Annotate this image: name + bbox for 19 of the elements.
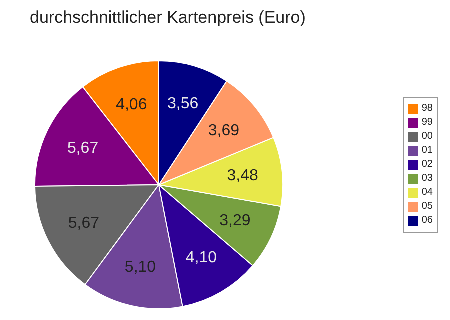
- data-label: 3,69: [208, 122, 240, 140]
- data-label: 3,56: [168, 96, 199, 113]
- legend-label: 03: [422, 172, 433, 186]
- legend-label: 06: [422, 214, 433, 228]
- legend-label: 05: [422, 200, 433, 214]
- legend-label: 98: [422, 102, 433, 116]
- data-label: 4,10: [186, 249, 218, 266]
- data-label: 3,29: [220, 212, 251, 230]
- data-label: 3,48: [227, 167, 258, 184]
- legend-label: 02: [422, 158, 433, 172]
- legend-label: 01: [422, 144, 433, 158]
- legend-label: 04: [422, 186, 433, 200]
- data-label: 5,10: [124, 258, 156, 276]
- legend-label: 00: [422, 130, 433, 144]
- data-label: 4,06: [116, 96, 148, 114]
- data-label: 5,67: [68, 214, 100, 232]
- data-label: 5,67: [67, 140, 99, 157]
- legend-label: 99: [422, 116, 433, 130]
- chart-title: durchschnittlicher Kartenpreis (Euro): [30, 8, 306, 28]
